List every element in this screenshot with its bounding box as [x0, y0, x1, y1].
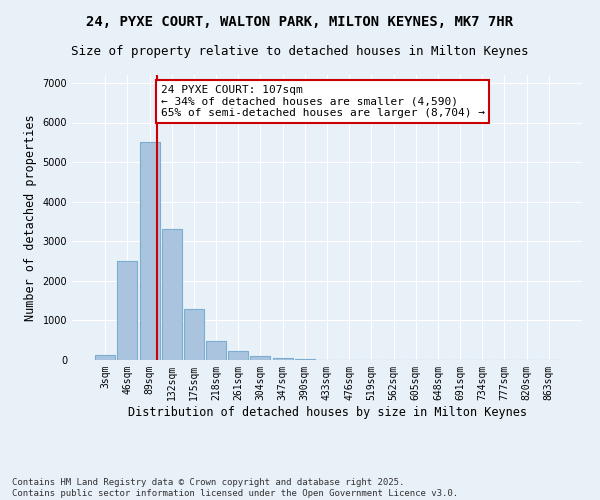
Bar — [250, 356, 271, 360]
Bar — [184, 308, 204, 360]
Bar — [295, 359, 315, 360]
Bar — [95, 355, 115, 360]
Text: 24 PYXE COURT: 107sqm
← 34% of detached houses are smaller (4,590)
65% of semi-d: 24 PYXE COURT: 107sqm ← 34% of detached … — [161, 85, 485, 118]
Text: Contains HM Land Registry data © Crown copyright and database right 2025.
Contai: Contains HM Land Registry data © Crown c… — [12, 478, 458, 498]
X-axis label: Distribution of detached houses by size in Milton Keynes: Distribution of detached houses by size … — [128, 406, 527, 418]
Y-axis label: Number of detached properties: Number of detached properties — [24, 114, 37, 321]
Bar — [140, 142, 160, 360]
Bar — [118, 261, 137, 360]
Bar — [206, 341, 226, 360]
Text: 24, PYXE COURT, WALTON PARK, MILTON KEYNES, MK7 7HR: 24, PYXE COURT, WALTON PARK, MILTON KEYN… — [86, 15, 514, 29]
Bar — [162, 230, 182, 360]
Bar — [272, 358, 293, 360]
Text: Size of property relative to detached houses in Milton Keynes: Size of property relative to detached ho… — [71, 45, 529, 58]
Bar — [228, 352, 248, 360]
